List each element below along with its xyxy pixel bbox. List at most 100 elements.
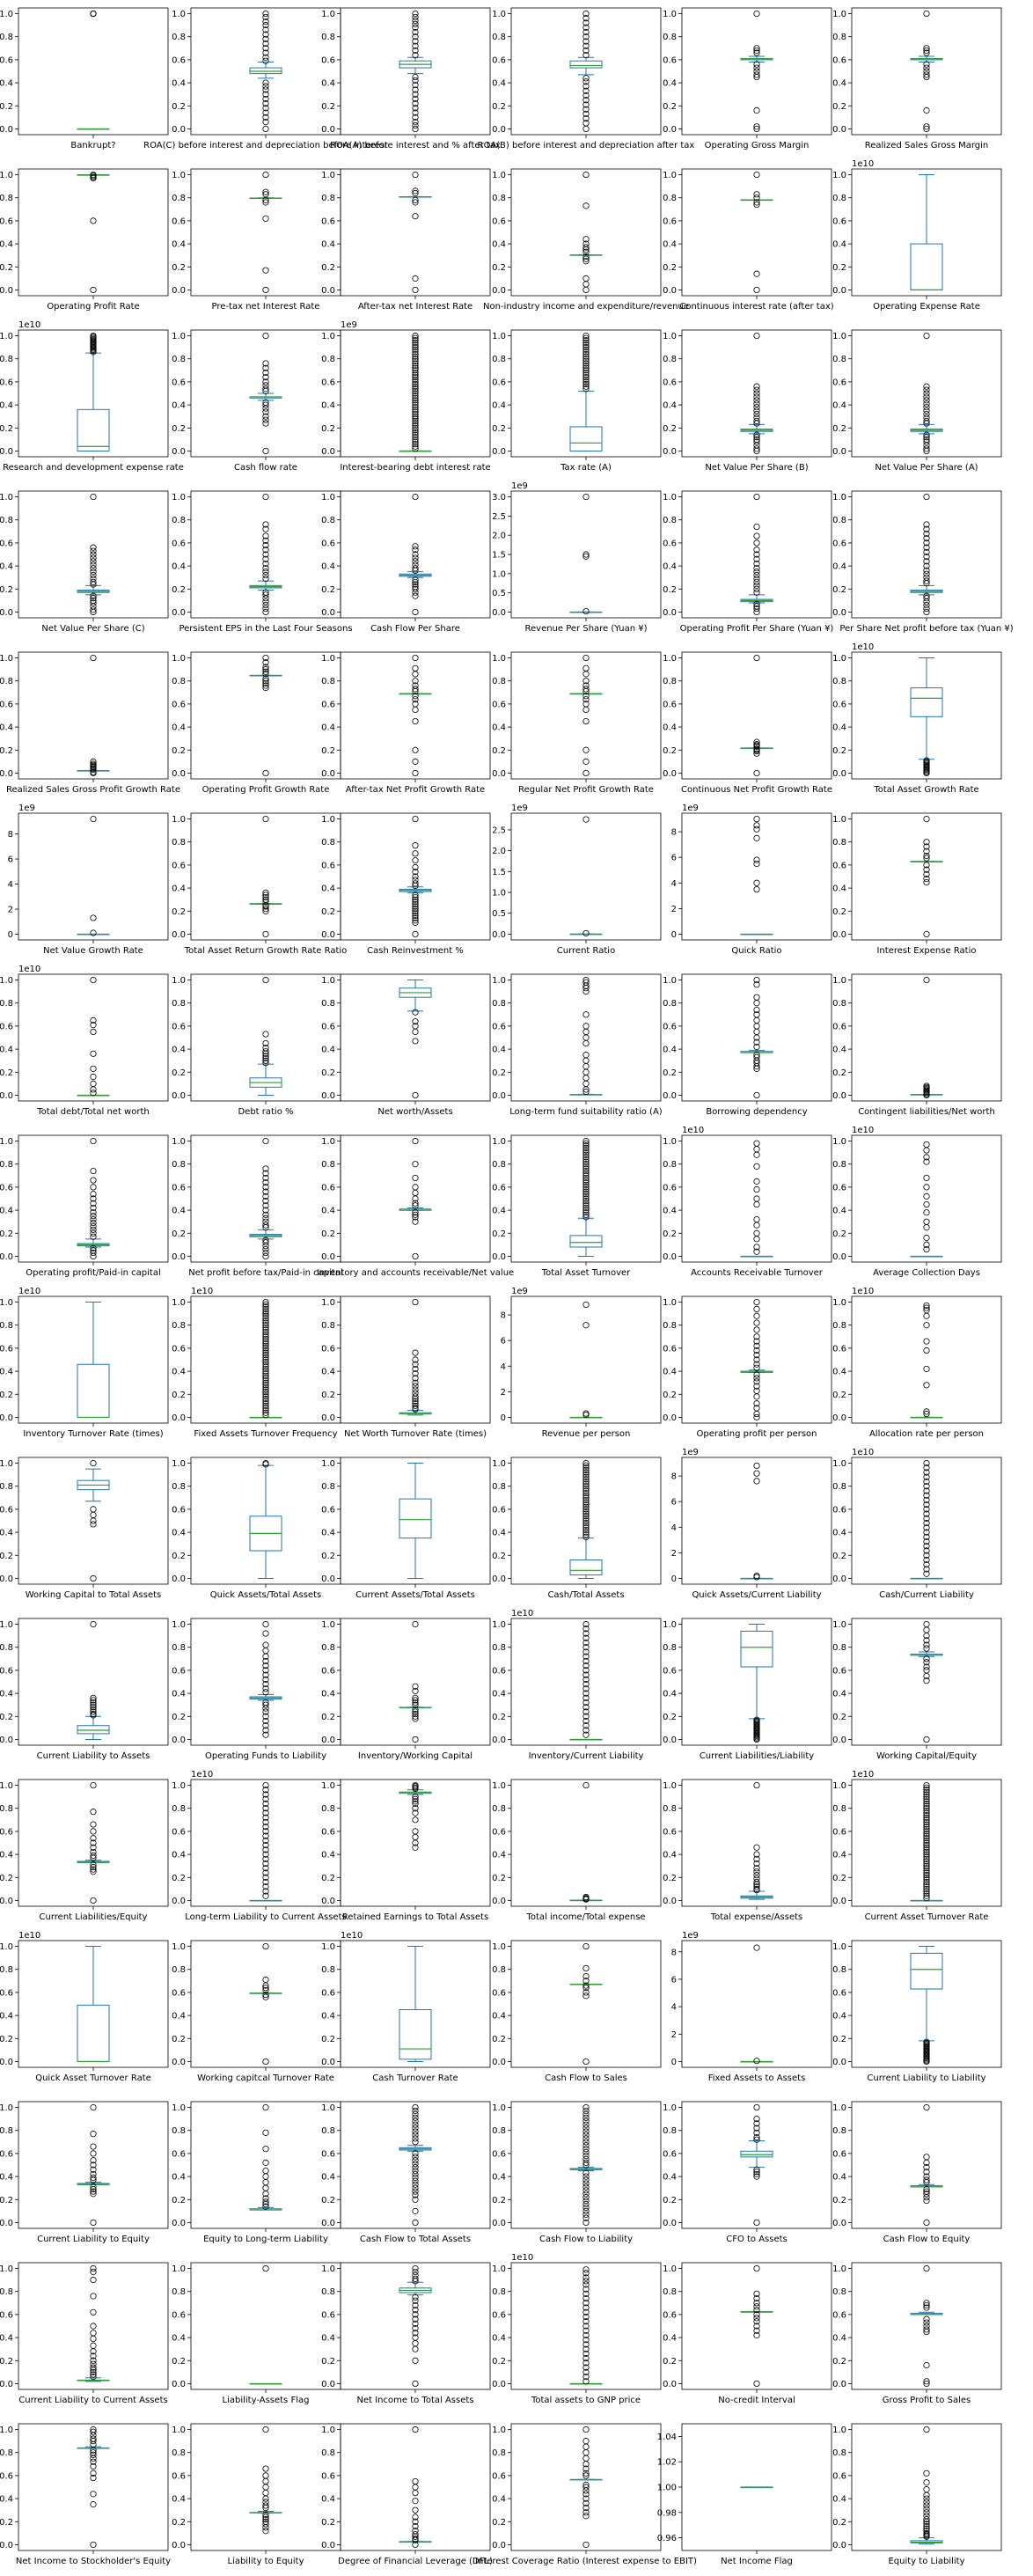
outlier-point xyxy=(582,1510,590,1517)
outlier-point xyxy=(923,2264,930,2272)
outlier-point xyxy=(412,344,419,351)
y-tick-label: 0.2 xyxy=(321,1874,335,1883)
x-axis-label: Revenue per person xyxy=(542,1429,631,1439)
outlier-point xyxy=(582,1028,590,1036)
y-tick-label: 0.4 xyxy=(321,884,335,894)
outlier-point xyxy=(412,857,419,864)
y-tick-label: 0.2 xyxy=(172,263,186,273)
outlier-point xyxy=(582,2449,590,2456)
outlier-point xyxy=(923,1858,930,1865)
outlier-point xyxy=(262,1685,269,1692)
outlier-point xyxy=(923,1556,930,1564)
y-tick-label: 1.0 xyxy=(172,1942,186,1952)
outlier-point xyxy=(753,769,760,777)
outlier-point xyxy=(90,10,97,18)
y-tick-label: 0.8 xyxy=(832,1321,846,1331)
y-tick-label: 0.4 xyxy=(0,2495,13,2505)
outlier-point xyxy=(923,71,930,78)
outlier-point xyxy=(412,1393,419,1400)
y-tick-label: 0.0 xyxy=(492,930,506,940)
outlier-point xyxy=(582,1161,590,1168)
outlier-point xyxy=(582,356,590,363)
outlier-point xyxy=(262,378,269,385)
outlier-point xyxy=(262,1402,269,1409)
outlier-point xyxy=(753,2116,760,2123)
y-tick-label: 1.0 xyxy=(663,2264,677,2274)
axes-frame xyxy=(681,1134,832,1263)
y-tick-label: 0.2 xyxy=(663,585,677,595)
axis-offset-label: 1e10 xyxy=(511,2253,533,2263)
y-tick-label: 1.0 xyxy=(832,2426,846,2435)
y-tick-label: 1.0 xyxy=(0,171,13,180)
y-tick-label: 1.5 xyxy=(492,551,506,561)
outlier-point xyxy=(753,106,760,114)
y-tick-label: 0.2 xyxy=(663,2357,677,2367)
y-tick-label: 0.8 xyxy=(663,355,677,364)
outlier-point xyxy=(412,86,419,93)
y-tick-label: 0.2 xyxy=(492,746,506,756)
outlier-point xyxy=(753,397,760,404)
y-tick-label: 0.2 xyxy=(492,2035,506,2044)
y-tick-label: 0.8 xyxy=(492,2126,506,2136)
y-tick-label: 0.6 xyxy=(321,2471,335,2481)
y-tick-label: 0.8 xyxy=(832,516,846,525)
outlier-point xyxy=(582,2142,590,2149)
outlier-point xyxy=(753,1410,760,1418)
outlier-point xyxy=(582,1011,590,1018)
y-tick-label: 0.6 xyxy=(321,700,335,709)
y-tick-label: 1.0 xyxy=(492,1620,506,1630)
x-axis-label: Realized Sales Gross Profit Growth Rate xyxy=(6,785,180,795)
outlier-point xyxy=(262,1722,269,1729)
y-tick-label: 0.2 xyxy=(0,1713,13,1722)
outlier-point xyxy=(582,364,590,371)
outlier-point xyxy=(262,54,269,61)
outlier-point xyxy=(582,92,590,99)
y-tick-label: 0.6 xyxy=(492,378,506,387)
outlier-point xyxy=(582,1154,590,1161)
axes-frame xyxy=(18,973,169,1102)
y-tick-label: 0.4 xyxy=(321,1207,335,1216)
outlier-point xyxy=(412,696,419,703)
outlier-point xyxy=(582,339,590,346)
outlier-point xyxy=(412,1038,419,1045)
outlier-point xyxy=(262,119,269,126)
y-tick-label: 0.4 xyxy=(0,1529,13,1538)
outlier-point xyxy=(90,2188,97,2195)
outlier-point xyxy=(582,1531,590,1538)
y-tick-label: 0.6 xyxy=(0,2471,13,2481)
y-tick-label: 0.8 xyxy=(663,1643,677,1653)
outlier-point xyxy=(753,569,760,576)
outlier-point xyxy=(923,1791,930,1798)
y-tick-label: 0.4 xyxy=(321,1046,335,1055)
outlier-point xyxy=(582,1191,590,1198)
y-tick-label: 0.6 xyxy=(663,2149,677,2159)
y-tick-label: 0.6 xyxy=(172,1988,186,1998)
outlier-point xyxy=(923,2326,930,2333)
outlier-point xyxy=(753,608,760,616)
y-tick-label: 0.8 xyxy=(172,838,186,848)
y-tick-label: 0.8 xyxy=(832,1965,846,1975)
outlier-point xyxy=(262,906,269,913)
y-tick-label: 0 xyxy=(671,1574,677,1584)
y-tick-label: 0.6 xyxy=(172,378,186,387)
outlier-point xyxy=(412,2117,419,2125)
y-tick-label: 0.8 xyxy=(663,2287,677,2297)
outlier-point xyxy=(923,1347,930,1354)
outlier-point xyxy=(412,2188,419,2195)
outlier-point xyxy=(412,1402,419,1409)
outlier-point xyxy=(412,383,419,390)
outlier-point xyxy=(582,696,590,703)
axis-offset-label: 1e10 xyxy=(852,1448,874,1457)
y-tick-label: 0.6 xyxy=(172,2471,186,2481)
